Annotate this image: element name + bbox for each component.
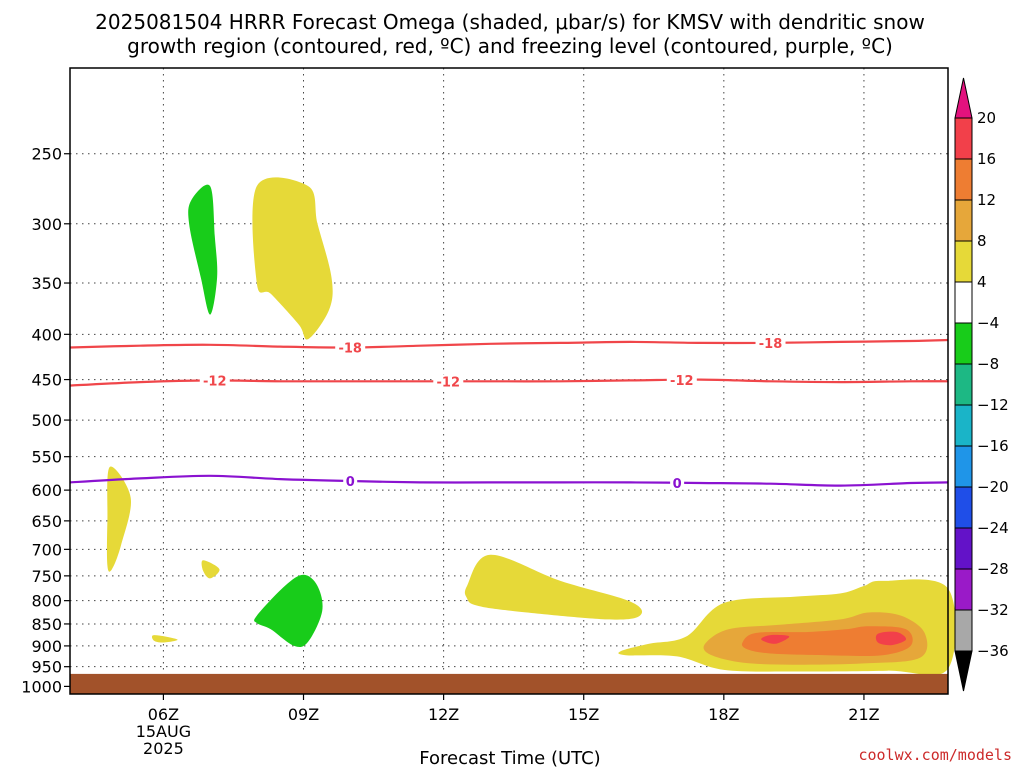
colorbar-level-label: −20 [977, 478, 1009, 496]
colorbar-swatch [954, 240, 973, 283]
y-tick-label: 350 [31, 274, 62, 293]
contour-label: -12 [203, 374, 227, 389]
colorbar-level-label: 16 [977, 150, 996, 168]
omega-region [761, 634, 790, 644]
omega-region [252, 177, 333, 340]
colorbar-legend: 20 16 12 8 4 −4 −8 −12 −16 −20 −24 −28 −32 −36 [954, 77, 1009, 692]
y-tick-label: 550 [31, 448, 62, 467]
omega-shading [106, 177, 956, 676]
contour-label-background [670, 475, 685, 490]
colorbar-level-label: −24 [977, 519, 1009, 537]
y-tick-label: 1000 [21, 677, 62, 696]
y-tick-label: 250 [31, 145, 62, 164]
omega-region [201, 560, 220, 579]
y-tick-label: 800 [31, 592, 62, 611]
colorbar-swatch [954, 322, 973, 365]
contour-line [69, 338, 949, 349]
contour-label: -12 [437, 375, 461, 390]
omega-region [464, 554, 643, 620]
y-tick-label: 750 [31, 567, 62, 586]
chart-title-line-2: growth region (contoured, red, ºC) and f… [127, 34, 893, 58]
colorbar-swatch [954, 486, 973, 529]
omega-region [875, 631, 907, 646]
contour-label-background [666, 372, 697, 387]
x-tick-label: 12Z [428, 705, 459, 724]
y-tick-label: 400 [31, 325, 62, 344]
contour-label-background [335, 340, 366, 355]
omega-region [151, 635, 178, 643]
omega-region [254, 574, 323, 648]
colorbar-level-label: −4 [977, 314, 999, 332]
x-tick-sublabel: 2025 [143, 739, 184, 758]
colorbar-swatch [954, 117, 973, 160]
x-axis-label: Forecast Time (UTC) [419, 748, 600, 768]
colorbar-swatch [954, 199, 973, 242]
y-tick-label: 600 [31, 481, 62, 500]
colorbar-swatch [954, 568, 973, 611]
contour-label: -18 [759, 337, 783, 352]
contour-label-background [199, 373, 230, 388]
colorbar-level-label: −8 [977, 355, 999, 373]
colorbar-level-label: 4 [977, 273, 987, 291]
colorbar-swatch [954, 445, 973, 488]
contour-label-background [343, 474, 358, 489]
x-tick-label: 15Z [568, 705, 599, 724]
x-tick-label: 09Z [288, 705, 319, 724]
y-tick-label: 900 [31, 637, 62, 656]
x-tick-sublabel: 15AUG [136, 722, 191, 741]
omega-region [741, 626, 913, 656]
omega-region [188, 184, 218, 315]
y-axis-ticks: 250 300 350 400 450 500 550 600 650 700 750 800 850 9… [21, 145, 70, 696]
colorbar-bottom-arrow [954, 650, 973, 692]
ground-surface-band [70, 673, 948, 694]
contour-label: -18 [338, 342, 362, 357]
x-tick-label: 18Z [708, 705, 739, 724]
x-tick-label: 06Z [148, 705, 179, 724]
credit-text: coolwx.com/models [858, 746, 1012, 764]
y-tick-label: 850 [31, 615, 62, 634]
colorbar-swatch [954, 527, 973, 570]
ground-surface [70, 673, 948, 694]
colorbar-swatch [954, 363, 973, 406]
colorbar-level-label: −12 [977, 396, 1009, 414]
contour-label: -12 [670, 374, 694, 389]
y-tick-label: 950 [31, 658, 62, 677]
contour-label: 0 [673, 477, 682, 492]
x-tick-label: 21Z [848, 705, 879, 724]
colorbar-level-label: −32 [977, 601, 1009, 619]
y-tick-label: 450 [31, 371, 62, 390]
colorbar-level-label: −36 [977, 642, 1009, 660]
colorbar-level-label: −16 [977, 437, 1009, 455]
colorbar-top-arrow [954, 77, 973, 119]
omega-region [106, 466, 132, 572]
chart-title-line-1: 2025081504 HRRR Forecast Omega (shaded, … [95, 10, 925, 34]
y-tick-label: 500 [31, 411, 62, 430]
y-tick-label: 700 [31, 540, 62, 559]
contour-label-background [433, 374, 464, 389]
colorbar-level-label: 8 [977, 232, 987, 250]
contour-label-background [755, 335, 786, 350]
plot-frame [69, 67, 949, 695]
colorbar-level-label: 20 [977, 109, 996, 127]
contour-label: 0 [346, 475, 355, 490]
colorbar-level-label: −28 [977, 560, 1009, 578]
temperature-contours: -18 -18 -12 -12 -12 0 0 [69, 335, 949, 492]
colorbar-swatch [954, 158, 973, 201]
colorbar-swatch [954, 609, 973, 652]
y-tick-label: 650 [31, 512, 62, 531]
colorbar-swatch [954, 281, 973, 324]
colorbar-level-label: 12 [977, 191, 996, 209]
colorbar-swatch [954, 404, 973, 447]
contour-line [69, 474, 949, 487]
y-tick-label: 300 [31, 215, 62, 234]
